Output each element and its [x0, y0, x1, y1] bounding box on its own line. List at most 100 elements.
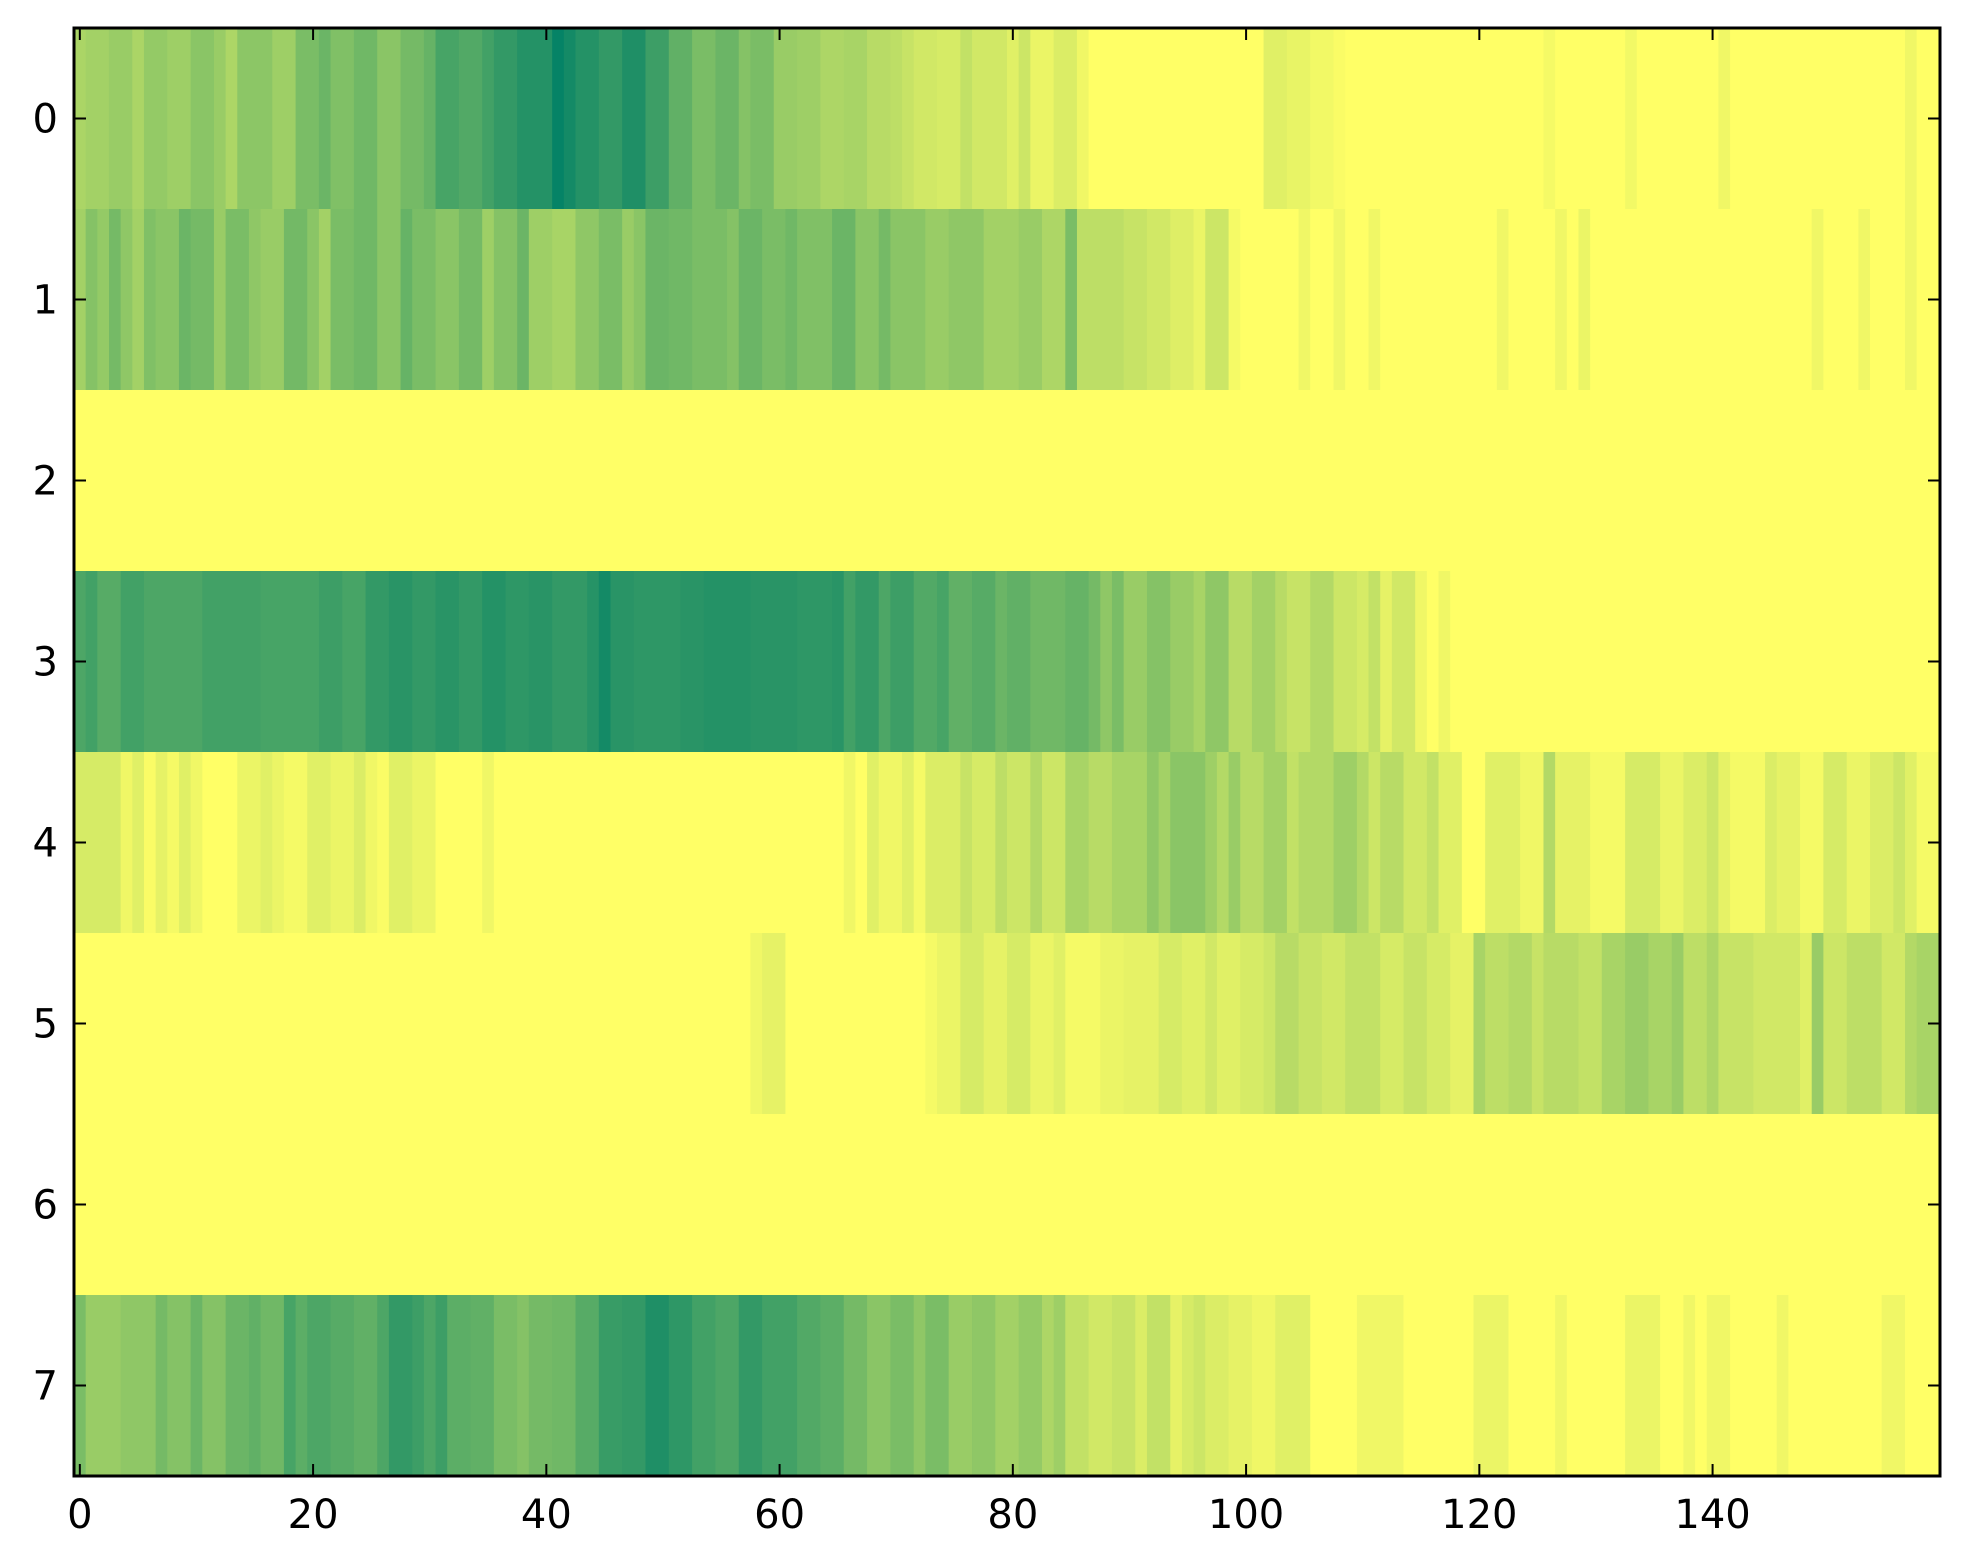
heatmap-cell: [1251, 571, 1276, 753]
heatmap-cell: [1776, 752, 1801, 934]
heatmap-cell: [1111, 571, 1125, 753]
heatmap-cell: [1461, 752, 1486, 934]
heatmap-cell: [517, 28, 553, 210]
heatmap-cell: [762, 933, 787, 1115]
heatmap-cell: [1030, 571, 1066, 753]
heatmap-cell: [493, 752, 845, 934]
heatmap-cell: [762, 1295, 798, 1477]
heatmap-cell: [1310, 28, 1335, 210]
heatmap-cell: [1578, 209, 1591, 391]
heatmap-cell: [1578, 933, 1603, 1115]
heatmap-cell: [738, 209, 763, 391]
heatmap-cell: [575, 28, 600, 210]
heatmap-cell: [1555, 1295, 1568, 1477]
heatmap-cell: [960, 28, 973, 210]
heatmap-cell: [388, 752, 413, 934]
heatmap-cell: [890, 571, 915, 753]
heatmap-cell: [855, 752, 868, 934]
heatmap-cell: [1543, 28, 1556, 210]
heatmap-cell: [377, 28, 402, 210]
heatmap-cell: [913, 1295, 926, 1477]
heatmap-cell: [972, 28, 1008, 210]
heatmap-cell: [972, 571, 996, 753]
heatmap-cell: [1030, 933, 1055, 1115]
heatmap-cell: [645, 28, 670, 210]
heatmap-cell: [1170, 571, 1195, 753]
heatmap-cell: [400, 28, 425, 210]
heatmap-cell: [178, 209, 192, 391]
heatmap-cell: [74, 390, 1941, 572]
heatmap-cell: [1718, 28, 1731, 210]
heatmap-cell: [1380, 933, 1405, 1115]
heatmap-cell: [1683, 1295, 1696, 1477]
heatmap-cell: [1111, 1295, 1136, 1477]
heatmap-cell: [1706, 1295, 1731, 1477]
heatmap-cell: [1730, 1295, 1778, 1477]
heatmap-cell: [797, 571, 833, 753]
heatmap-cell: [797, 209, 833, 391]
heatmap-cell: [1625, 28, 1638, 210]
heatmap-cell: [843, 752, 856, 934]
heatmap-cell: [1088, 1295, 1113, 1477]
heatmap-cell: [108, 28, 133, 210]
heatmap-cell: [1695, 1295, 1708, 1477]
heatmap-cell: [318, 571, 343, 753]
heatmap-cell: [878, 752, 903, 934]
heatmap-cell: [1181, 933, 1206, 1115]
heatmap-cell: [878, 571, 891, 753]
heatmap-cell: [1088, 571, 1101, 753]
heatmap-cell: [1508, 209, 1556, 391]
heatmap-cell: [1030, 28, 1055, 210]
heatmap-cell: [1496, 209, 1510, 391]
heatmap-cell: [1228, 1295, 1253, 1477]
heatmap-cell: [1123, 571, 1148, 753]
heatmap-cell: [598, 28, 623, 210]
heatmap-cell: [1146, 1295, 1171, 1477]
heatmap-cell: [1193, 1295, 1206, 1477]
heatmap-cell: [948, 571, 973, 753]
heatmap-cell: [1123, 933, 1160, 1115]
heatmap-cell: [1905, 28, 1918, 210]
heatmap-cell: [902, 28, 915, 210]
heatmap-cell: [1625, 1295, 1661, 1477]
heatmap-cell: [1811, 933, 1824, 1115]
heatmap-cell: [1555, 28, 1626, 210]
heatmap-cell: [1403, 1295, 1475, 1477]
heatmap-cell: [1368, 209, 1381, 391]
heatmap-cell: [155, 1295, 168, 1477]
heatmap-cell: [867, 1295, 891, 1477]
heatmap-cell: [1590, 209, 1813, 391]
heatmap-cell: [1473, 1295, 1510, 1477]
heatmap-cell: [552, 28, 565, 210]
heatmap-cell: [1881, 933, 1906, 1115]
heatmap-cell: [1905, 209, 1918, 391]
heatmap-cell: [902, 752, 915, 934]
y-tick-label: 1: [33, 278, 58, 324]
heatmap-cell: [330, 28, 355, 210]
heatmap-cell: [248, 209, 262, 391]
heatmap-cell: [143, 571, 203, 753]
heatmap-cell: [482, 28, 495, 210]
heatmap-cell: [1706, 752, 1720, 934]
heatmap-cell: [505, 571, 530, 753]
heatmap-cell: [132, 28, 145, 210]
heatmap-cell: [74, 933, 752, 1115]
heatmap-cell: [1158, 933, 1183, 1115]
heatmap-cell: [1671, 933, 1685, 1115]
heatmap-cell: [1730, 752, 1766, 934]
heatmap-cell: [260, 1295, 285, 1477]
heatmap-cell: [132, 752, 145, 934]
heatmap-cell: [237, 28, 273, 210]
heatmap-cell: [575, 1295, 600, 1477]
heatmap-cell: [598, 1295, 623, 1477]
x-tick-label: 80: [987, 1492, 1038, 1538]
heatmap-cell: [1333, 209, 1346, 391]
heatmap-cell: [295, 28, 320, 210]
heatmap-cell: [1485, 752, 1521, 934]
heatmap-cell: [1625, 933, 1650, 1115]
heatmap-cell: [353, 752, 367, 934]
heatmap-cell: [1205, 1295, 1230, 1477]
heatmap-cell: [995, 1295, 1020, 1477]
heatmap-cell: [633, 209, 647, 391]
heatmap-cell: [1415, 571, 1428, 753]
